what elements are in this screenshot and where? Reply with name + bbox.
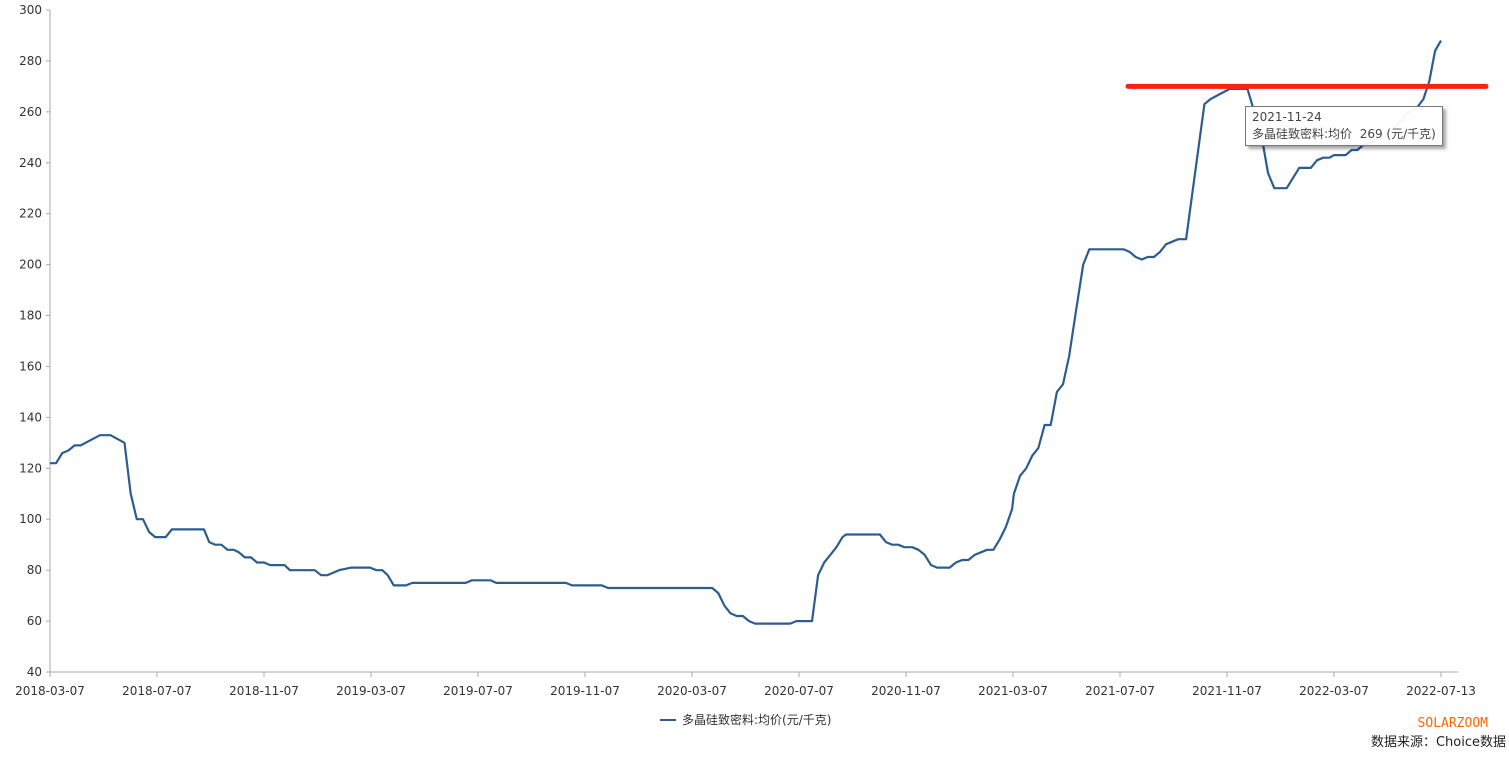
x-tick-label: 2021-11-07: [1192, 684, 1262, 698]
y-tick-label: 200: [19, 258, 42, 272]
tooltip-date: 2021-11-24: [1252, 110, 1322, 124]
x-tick-label: 2019-07-07: [443, 684, 513, 698]
y-tick-label: 80: [27, 563, 42, 577]
y-tick-label: 60: [27, 614, 42, 628]
tooltip-value-row: 多晶硅致密料:均价 269 (元/千克): [1252, 126, 1436, 143]
y-tick-label: 220: [19, 207, 42, 221]
y-tick-label: 280: [19, 54, 42, 68]
y-tick-label: 240: [19, 156, 42, 170]
x-tick-label: 2018-07-07: [122, 684, 192, 698]
y-tick-label: 120: [19, 461, 42, 475]
x-tick-label: 2020-03-07: [657, 684, 727, 698]
tooltip: 2021-11-24 多晶硅致密料:均价 269 (元/千克): [1245, 106, 1443, 146]
x-tick-label: 2021-07-07: [1085, 684, 1155, 698]
y-tick-label: 260: [19, 105, 42, 119]
y-tick-label: 100: [19, 512, 42, 526]
x-tick-label: 2018-03-07: [15, 684, 85, 698]
legend[interactable]: 多晶硅致密料:均价(元/千克): [660, 711, 831, 728]
data-source: 数据来源：Choice数据: [1370, 735, 1506, 750]
legend-label: 多晶硅致密料:均价(元/千克): [682, 713, 832, 727]
x-tick-label: 2022-07-13: [1406, 684, 1476, 698]
x-tick-label: 2020-07-07: [764, 684, 834, 698]
y-tick-label: 160: [19, 359, 42, 373]
tooltip-value: 269: [1359, 127, 1383, 141]
y-tick-label: 40: [27, 665, 42, 679]
brand-logo: SOLARZOOM: [1417, 716, 1488, 731]
tooltip-unit: (元/千克): [1386, 127, 1436, 141]
x-tick-label: 2022-03-07: [1299, 684, 1369, 698]
x-tick-label: 2021-03-07: [978, 684, 1048, 698]
x-tick-label: 2020-11-07: [871, 684, 941, 698]
tooltip-label: 多晶硅致密料:均价: [1252, 127, 1353, 141]
y-tick-label: 140: [19, 410, 42, 424]
x-tick-label: 2018-11-07: [229, 684, 299, 698]
y-tick-label: 300: [19, 3, 42, 17]
x-tick-label: 2019-11-07: [550, 684, 620, 698]
legend-swatch: [660, 718, 676, 721]
series-line: [50, 40, 1442, 625]
y-tick-label: 180: [19, 309, 42, 323]
x-tick-label: 2019-03-07: [336, 684, 406, 698]
